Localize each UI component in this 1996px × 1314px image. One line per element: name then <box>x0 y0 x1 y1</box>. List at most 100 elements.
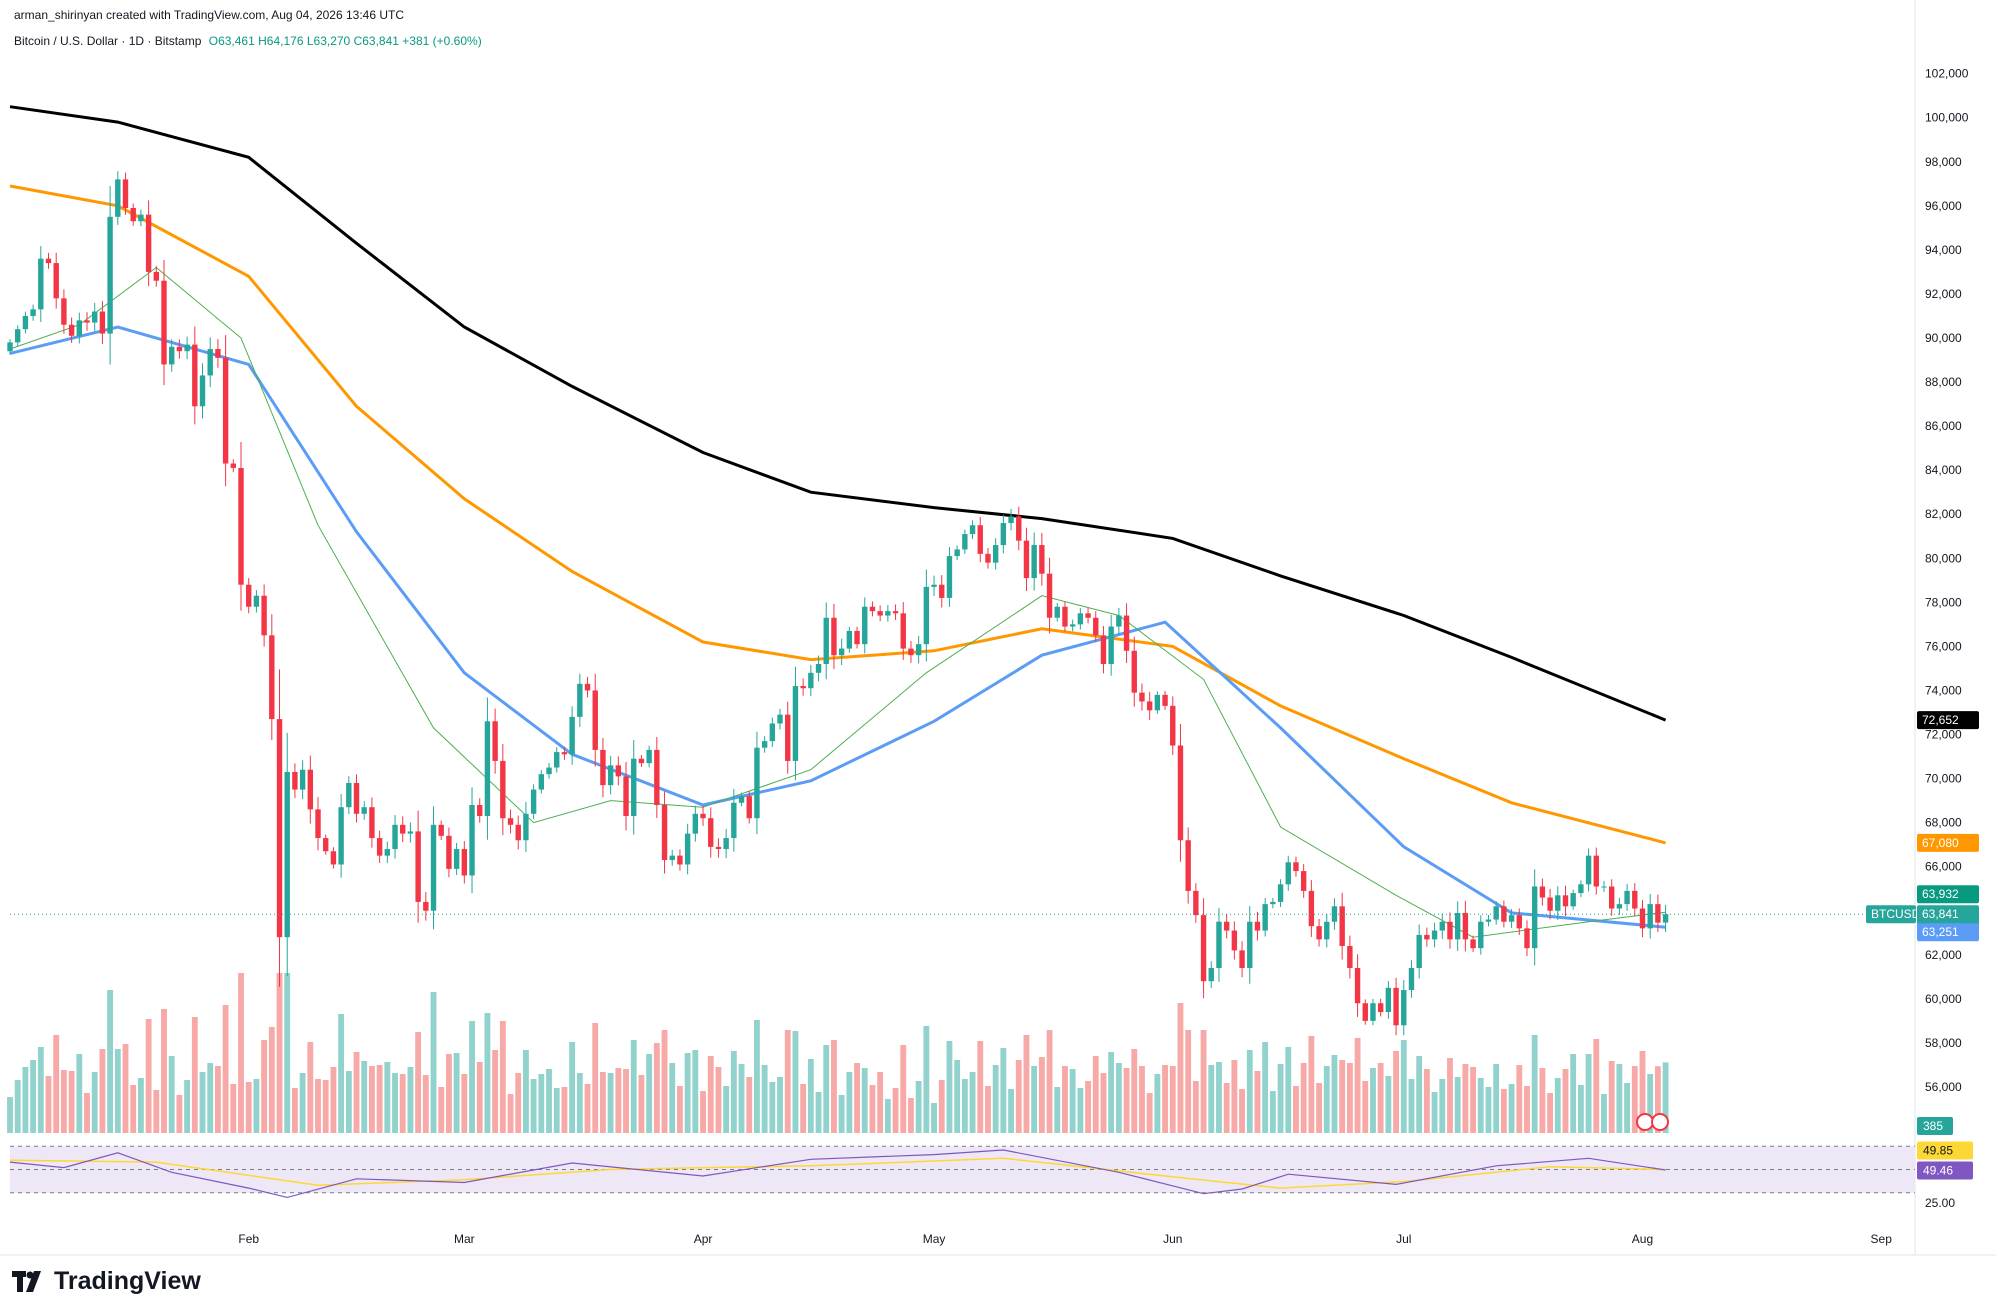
volume-bar <box>1062 1066 1068 1133</box>
volume-bar <box>1654 1066 1661 1133</box>
candle-body <box>1485 919 1492 922</box>
volume-bar <box>692 1050 699 1133</box>
volume-bar <box>45 1076 52 1133</box>
candle-body <box>1362 1003 1368 1021</box>
candle-body <box>869 606 876 612</box>
y-tick-label: 62,000 <box>1925 948 1962 962</box>
volume-bar <box>1531 1035 1538 1133</box>
volume-bar <box>854 1063 860 1133</box>
y-tick-label: 70,000 <box>1925 772 1962 786</box>
volume-bar <box>399 1074 406 1133</box>
volume-bar <box>99 1049 106 1133</box>
volume-bar <box>114 1049 121 1133</box>
volume-bar <box>1601 1094 1607 1133</box>
volume-bar <box>846 1072 853 1133</box>
candle-body <box>1308 890 1315 927</box>
candle-body <box>1616 904 1623 909</box>
volume-bar <box>1524 1086 1530 1133</box>
candle-body <box>692 813 699 834</box>
price-badge <box>1917 905 1979 924</box>
volume-bar <box>268 1027 275 1133</box>
candle-body <box>461 849 468 876</box>
candle-body <box>892 611 899 614</box>
candle-body <box>376 838 383 856</box>
volume-bar <box>1554 1078 1561 1133</box>
volume-bar <box>1508 1084 1515 1133</box>
candle-body <box>115 179 121 217</box>
volume-bar <box>1408 1079 1415 1133</box>
x-tick-label: Aug <box>1632 1232 1653 1246</box>
ma-200-line <box>9 105 1667 722</box>
volume-bar <box>492 1050 499 1133</box>
candle-body <box>1347 945 1353 969</box>
volume-bar <box>507 1094 514 1133</box>
volume-bar <box>615 1068 622 1133</box>
candle-body <box>1023 540 1030 579</box>
price-badge <box>1917 923 1979 942</box>
candle-body <box>61 298 67 325</box>
candle-body <box>831 617 837 656</box>
volume-bar <box>338 1014 345 1133</box>
candle-body <box>1408 968 1415 991</box>
candle-body <box>369 807 375 839</box>
volume-bar <box>122 1044 129 1133</box>
volume-bar <box>191 1017 198 1133</box>
candle-body <box>1493 906 1499 920</box>
volume-bar <box>546 1069 552 1133</box>
volume-bar <box>353 1052 360 1133</box>
candle-body <box>1447 921 1453 940</box>
volume-bar <box>291 1088 298 1133</box>
candle-body <box>1154 694 1161 711</box>
rsi-ma-badge <box>1917 1141 1973 1160</box>
candle-body <box>1039 545 1045 574</box>
rsi-badge-label: 49.46 <box>1923 1164 1953 1178</box>
volume-bar <box>1385 1076 1392 1133</box>
candle-body <box>107 216 113 334</box>
volume-bar <box>1431 1092 1438 1133</box>
candle-body <box>885 611 891 616</box>
volume-bar <box>1216 1062 1222 1133</box>
candle-body <box>1578 884 1584 894</box>
candle-body <box>1539 886 1546 898</box>
candle-body <box>1285 862 1291 885</box>
volume-bar <box>992 1065 999 1133</box>
volume-bar <box>792 1031 799 1133</box>
volume-bar <box>1208 1065 1215 1133</box>
volume-bar <box>946 1041 953 1133</box>
candle-body <box>1516 915 1522 929</box>
candle-body <box>977 525 983 554</box>
volume-bar <box>1154 1074 1161 1133</box>
volume-bar <box>831 1040 837 1133</box>
candle-body <box>877 611 883 616</box>
candle-body <box>392 824 398 850</box>
volume-bar <box>392 1073 398 1133</box>
volume-bar <box>1454 1077 1461 1133</box>
volume-bar <box>222 1005 229 1133</box>
volume-bar <box>861 1068 868 1133</box>
volume-bar <box>923 1026 930 1133</box>
candle-body <box>1239 950 1245 969</box>
candle-body <box>908 648 914 656</box>
volume-bar <box>915 1081 922 1133</box>
volume-bar <box>954 1060 961 1133</box>
volume-bar <box>1585 1054 1592 1133</box>
candle-body <box>523 813 529 841</box>
volume-bar <box>738 1064 745 1133</box>
volume-bar <box>376 1065 383 1133</box>
volume-bar <box>1339 1060 1346 1133</box>
volume-bar <box>623 1069 629 1133</box>
y-tick-label: 96,000 <box>1925 199 1962 213</box>
tradingview-logo[interactable]: TradingView <box>12 1267 201 1296</box>
volume-bar <box>584 1084 591 1133</box>
volume-bar <box>1639 1051 1646 1133</box>
candle-body <box>1208 968 1214 982</box>
candle-body <box>53 263 59 299</box>
candle-body <box>176 346 183 352</box>
candle-body <box>484 721 491 817</box>
candle-body <box>1031 545 1037 579</box>
candle-body <box>1077 613 1084 625</box>
candle-body <box>438 824 444 836</box>
volume-bar <box>230 1084 237 1133</box>
volume-bar <box>977 1041 984 1133</box>
